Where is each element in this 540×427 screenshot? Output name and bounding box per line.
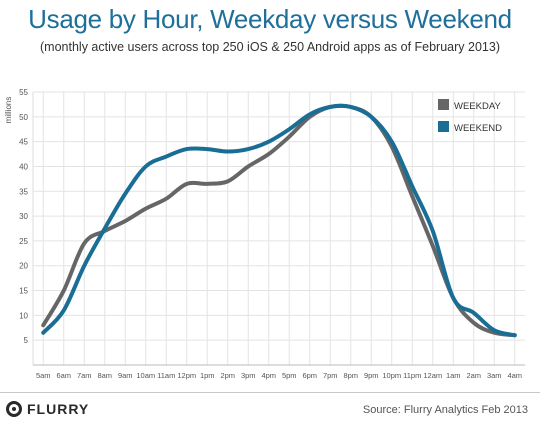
series-line-weekend xyxy=(41,103,517,338)
chart-subtitle: (monthly active users across top 250 iOS… xyxy=(40,40,500,54)
flurry-logo-text: FLURRY xyxy=(27,401,90,417)
y-tick-label: 45 xyxy=(19,138,28,147)
y-tick-label: 10 xyxy=(19,311,28,320)
x-tick-label: 4pm xyxy=(261,371,276,380)
x-tick-label: 9am xyxy=(118,371,133,380)
x-tick-label: 2am xyxy=(466,371,481,380)
x-tick-label: 8am xyxy=(97,371,112,380)
x-tick-label: 9pm xyxy=(364,371,379,380)
flurry-logo-icon xyxy=(6,401,22,417)
footer-divider xyxy=(0,392,540,393)
series-line-weekday xyxy=(41,103,517,338)
legend-swatch-weekday xyxy=(438,99,449,110)
y-tick-label: 40 xyxy=(19,162,28,171)
x-tick-label: 6am xyxy=(56,371,71,380)
legend-swatch-weekend xyxy=(438,121,449,132)
x-tick-label: 5pm xyxy=(282,371,297,380)
y-tick-label: 15 xyxy=(19,287,28,296)
x-tick-label: 5am xyxy=(36,371,51,380)
x-tick-label: 3pm xyxy=(241,371,256,380)
x-tick-label: 1pm xyxy=(200,371,215,380)
x-tick-label: 10am xyxy=(136,371,155,380)
x-tick-label: 11pm xyxy=(403,371,421,380)
x-tick-label: 6pm xyxy=(302,371,317,380)
line-chart: 5 10 15 20 25 30 35 40 45 50 55 5am 6am 7am 8am 9am 10am… xyxy=(4,88,525,380)
x-tick-label: 12am xyxy=(423,371,442,380)
chart-title: Usage by Hour, Weekday versus Weekend xyxy=(28,4,512,34)
x-tick-label: 3am xyxy=(487,371,502,380)
y-tick-label: 35 xyxy=(19,187,28,196)
x-tick-label: 12pm xyxy=(177,371,196,380)
y-tick-label: 20 xyxy=(19,262,28,271)
x-tick-label: 10pm xyxy=(382,371,401,380)
x-tick-label: 4am xyxy=(507,371,522,380)
x-tick-label: 11am xyxy=(157,371,175,380)
y-axis-label: millions xyxy=(4,97,13,124)
x-tick-label: 1am xyxy=(446,371,461,380)
y-tick-label: 30 xyxy=(19,212,28,221)
legend-label-weekday: WEEKDAY xyxy=(454,101,501,112)
y-tick-label: 55 xyxy=(19,88,28,97)
y-tick-label: 25 xyxy=(19,237,28,246)
x-tick-label: 2pm xyxy=(220,371,235,380)
x-tick-label: 8pm xyxy=(343,371,358,380)
flurry-logo: FLURRY xyxy=(6,401,89,417)
x-tick-label: 7pm xyxy=(323,371,338,380)
legend-label-weekend: WEEKEND xyxy=(454,123,502,134)
y-tick-label: 5 xyxy=(24,336,29,345)
x-tick-label: 7am xyxy=(77,371,92,380)
source-note: Source: Flurry Analytics Feb 2013 xyxy=(362,404,528,416)
y-tick-label: 50 xyxy=(19,113,28,122)
